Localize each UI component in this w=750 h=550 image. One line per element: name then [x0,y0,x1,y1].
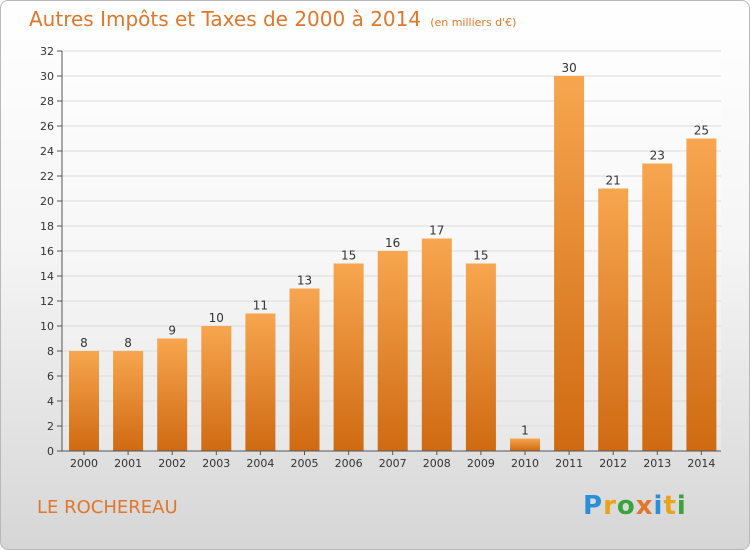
bar-2004 [245,313,276,451]
bar-2000 [69,351,99,451]
y-tick-label: 4 [47,395,54,408]
data-label: 1 [521,424,529,438]
y-tick-label: 30 [40,70,54,83]
chart-title: Autres Impôts et Taxes de 2000 à 2014 [29,7,422,31]
data-label: 8 [80,336,88,350]
x-tick-label: 2000 [70,457,98,470]
y-tick-label: 14 [40,270,54,283]
y-tick-label: 22 [40,170,54,183]
y-tick-label: 24 [40,145,54,158]
brand-logo: Proxiti [583,491,687,521]
x-tick-label: 2014 [687,457,715,470]
y-tick-label: 2 [47,420,54,433]
bar-2013 [642,163,673,451]
data-label: 9 [168,324,176,338]
bar-2012 [598,188,629,451]
data-label: 25 [694,124,709,138]
data-label: 21 [606,174,621,188]
brand-letter: t [663,491,677,521]
bar-2002 [157,338,188,451]
data-label: 17 [429,224,444,238]
y-tick-label: 12 [40,295,54,308]
axes [57,50,721,455]
brand-letter: o [616,491,636,521]
place-name: LE ROCHEREAU [37,497,178,518]
bar-2005 [289,288,320,451]
x-tick-label: 2001 [114,457,142,470]
brand-letter: P [583,491,604,521]
data-label: 8 [124,336,132,350]
y-tick-label: 32 [40,45,54,58]
x-tick-label: 2005 [291,457,319,470]
x-tick-label: 2006 [335,457,363,470]
brand-letter: i [653,491,664,521]
bars [69,76,717,451]
data-label: 10 [209,311,224,325]
x-tick-label: 2011 [555,457,583,470]
y-tick-label: 8 [47,345,54,358]
data-label: 15 [473,249,488,263]
data-labels: 8 8 9 10 11 13 15 16 17 15 1 30 21 23 25 [80,61,709,438]
x-tick-label: 2002 [158,457,186,470]
data-label: 11 [253,299,268,313]
bar-2007 [377,251,408,451]
bar-2014 [686,138,717,451]
y-tick-label: 28 [40,95,54,108]
x-tick-label: 2010 [511,457,539,470]
title-row: Autres Impôts et Taxes de 2000 à 2014 (e… [29,7,516,31]
y-tick-label: 6 [47,370,54,383]
bar-2008 [421,238,452,451]
x-tick-label: 2007 [379,457,407,470]
x-tick-label: 2009 [467,457,495,470]
chart-subtitle: (en milliers d'€) [430,16,517,29]
x-tick-label: 2012 [599,457,627,470]
bar-2011 [554,76,585,451]
y-tick-label: 20 [40,195,54,208]
data-label: 15 [341,249,356,263]
data-label: 16 [385,236,400,250]
x-tick-label: 2003 [202,457,230,470]
bar-2010 [510,438,540,451]
bar-2009 [465,263,496,451]
y-tick-label: 0 [47,445,54,458]
x-tick-labels: 2000 2001 2002 2003 2004 2005 2006 2007 2008 2009… [70,457,715,470]
data-label: 23 [650,149,665,163]
x-tick-label: 2008 [423,457,451,470]
y-tick-label: 26 [40,120,54,133]
data-label: 13 [297,274,312,288]
data-label: 30 [561,61,576,75]
y-tick-label: 16 [40,245,54,258]
x-tick-label: 2013 [643,457,671,470]
y-tick-label: 18 [40,220,54,233]
bar-2001 [113,351,144,451]
brand-letter: i [676,491,687,521]
brand-letter: x [635,491,654,521]
bar-2003 [201,326,232,451]
brand-letter: r [603,491,617,521]
bar-2006 [333,263,364,451]
x-tick-label: 2004 [246,457,274,470]
y-tick-label: 10 [40,320,54,333]
